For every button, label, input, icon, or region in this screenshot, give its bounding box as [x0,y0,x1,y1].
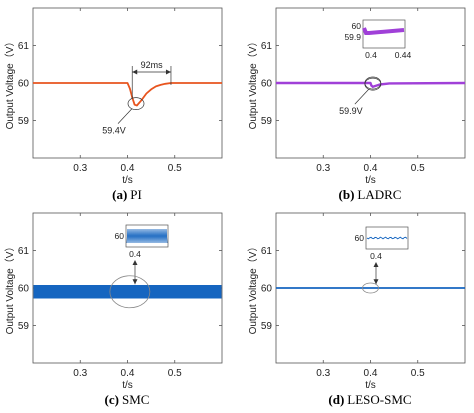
panel-4: 0.3 0.4 0.5 59 60 61 t/s Output Voltage（V） (d) LE… [247,212,466,407]
y-tick-label: 61 [18,246,30,257]
callout-ellipse [364,76,382,90]
y-tick-label: 59 [18,116,30,127]
callout-ellipse [109,275,151,309]
series-line [33,82,222,107]
callout-ellipse [127,97,145,110]
x-axis-label: t/s [122,380,133,391]
y-tick-label: 61 [18,41,30,52]
inset-series [362,27,405,35]
panel-caption: (d) LESO-SMC [328,392,411,407]
panel-caption: (c) SMC [105,392,150,407]
inset-x-tick: 0.44 [395,50,412,60]
callout-ellipse [362,282,379,294]
x-tick-label: 0.3 [316,163,330,174]
inset-arrowhead-down [132,279,138,285]
x-tick-label: 0.4 [364,368,378,379]
x-tick-label: 0.3 [73,163,87,174]
x-tick-label: 0.4 [364,163,378,174]
panel-1: 0.3 0.4 0.5 59 60 61 t/s Output Voltage（V） (a) PI… [4,7,223,202]
callout-leader [354,88,370,105]
caption-name: LESO-SMC [347,392,411,407]
caption-name: LADRC [357,187,401,202]
y-tick-label: 60 [18,284,30,295]
panel-2: 0.3 0.4 0.5 59 60 61 t/s Output Voltage（V） (b) LA… [247,7,466,202]
caption-letter: (d) [328,392,344,407]
y-tick-label: 60 [261,79,273,90]
arrowhead-left [132,69,138,75]
caption-letter: (b) [339,187,355,202]
panel-3: 0.3 0.4 0.5 59 60 61 t/s Output Voltage（V） (c) SM… [4,212,223,407]
inset-x-tick: 0.4 [365,50,377,60]
callout-leader [117,108,133,124]
caption-letter: (c) [105,392,119,407]
series-band [33,285,222,299]
caption-name: PI [130,187,142,202]
inset-y-tick: 60 [115,231,125,241]
y-axis-label: Output Voltage（V） [247,242,259,335]
inset-arrowhead-up [132,260,138,265]
inset: 600.4 [115,224,169,259]
y-tick-label: 59 [261,116,273,127]
y-axis-label: Output Voltage（V） [4,37,16,130]
callout-label: 59.4V [102,126,126,136]
inset-y-tick: 59.9 [344,32,361,42]
y-tick-label: 60 [18,79,30,90]
inset-y-tick: 60 [355,233,365,243]
x-axis-label: t/s [122,175,133,186]
arrowhead-right [165,69,171,75]
panel-caption: (b) LADRC [339,187,402,202]
series-line [276,81,466,88]
x-axis-label: t/s [365,175,376,186]
callout-label: 59.9V [339,106,363,116]
x-tick-label: 0.3 [316,368,330,379]
x-tick-label: 0.5 [411,368,425,379]
x-tick-label: 0.4 [121,368,135,379]
inset-series [126,228,168,244]
y-tick-label: 61 [261,246,273,257]
x-axis-label: t/s [365,380,376,391]
inset-arrowhead-up [373,262,379,267]
inset-series [366,236,408,240]
y-tick-label: 60 [261,284,273,295]
inset-x-tick: 0.4 [370,251,382,261]
y-tick-label: 59 [261,321,273,332]
panel-caption: (a) PI [112,187,142,202]
caption-letter: (a) [112,187,127,202]
y-axis-label: Output Voltage（V） [247,37,259,130]
inset-x-tick: 0.4 [129,249,141,259]
y-tick-label: 61 [261,41,273,52]
inset: 600.4 [355,226,409,261]
inset-y-tick: 60 [352,21,362,31]
x-tick-label: 0.5 [168,368,182,379]
y-axis-label: Output Voltage（V） [4,242,16,335]
x-tick-label: 0.5 [168,163,182,174]
x-tick-label: 0.5 [411,163,425,174]
inset-arrowhead-down [373,279,379,285]
y-tick-label: 59 [18,321,30,332]
interval-label: 92ms [141,60,164,70]
caption-name: SMC [122,392,149,407]
x-tick-label: 0.4 [121,163,135,174]
x-tick-label: 0.3 [73,368,87,379]
